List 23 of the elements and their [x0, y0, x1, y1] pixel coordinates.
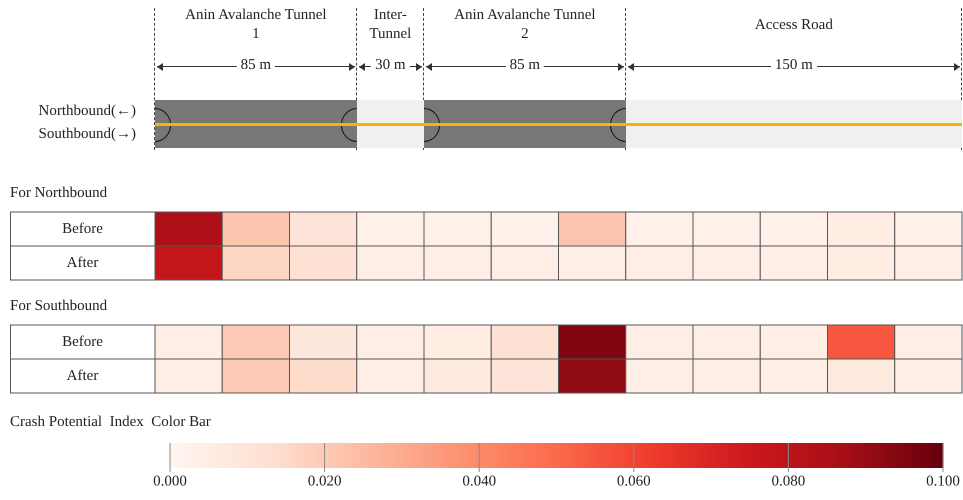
y-tick-label: After: [66, 254, 98, 271]
color-bar-title: Crash Potential Index Color Bar: [10, 414, 211, 430]
text: Anin Avalanche Tunnel 2: [453, 6, 597, 44]
color-bar-label: 0.080: [772, 473, 806, 490]
y-tick-label: After: [66, 368, 98, 384]
color-bar-label: 0.060: [616, 473, 651, 490]
text: 85 m: [506, 57, 544, 74]
color-bar-label: 0.000: [153, 473, 187, 490]
text: Inter-Tunnel: [368, 6, 412, 44]
text: 85 m: [236, 57, 276, 74]
text: 30 m: [371, 57, 410, 74]
text: 150 m: [770, 57, 817, 74]
text: For Southbound: [10, 298, 108, 314]
text: Access Road: [754, 16, 834, 35]
color-bar-label: 0.020: [308, 473, 342, 490]
text: Southbound(→): [38, 126, 136, 143]
y-tick-label: Before: [62, 220, 104, 237]
text: Anin Avalanche Tunnel 1: [184, 6, 328, 44]
text: For Northbound: [10, 184, 108, 201]
text: Northbound(←): [38, 103, 136, 120]
y-tick-label: Before: [62, 334, 104, 350]
color-bar-label: 0.100: [926, 473, 960, 490]
color-bar-label: 0.040: [462, 473, 496, 490]
